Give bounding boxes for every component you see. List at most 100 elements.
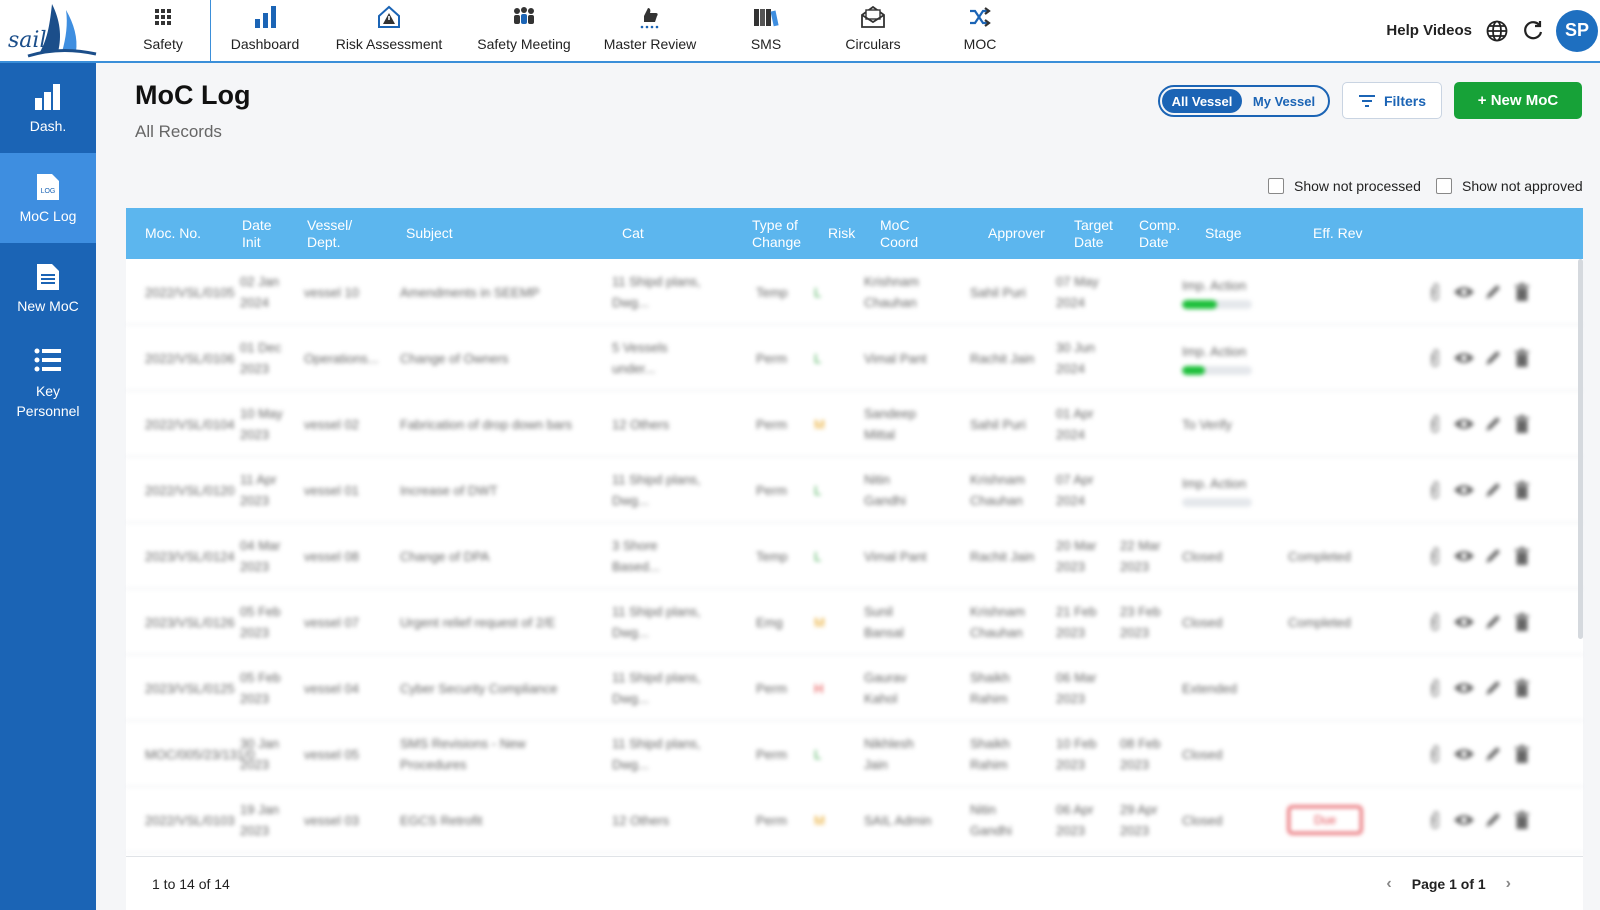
edit-icon[interactable] xyxy=(1482,611,1504,633)
sidebar-item-new-moc[interactable]: New MoC xyxy=(0,243,96,333)
eye-icon[interactable] xyxy=(1453,479,1475,501)
edit-icon[interactable] xyxy=(1482,743,1504,765)
sidebar: Dash. LOG MoC Log New MoC Key Personnel xyxy=(0,63,96,910)
sidebar-item-label: New MoC xyxy=(17,298,79,314)
col-coord[interactable]: MoC Coord xyxy=(880,216,919,250)
attach-icon[interactable] xyxy=(1424,611,1446,633)
sidebar-item-key-personnel[interactable]: Key Personnel xyxy=(0,333,96,433)
table-row[interactable]: 2023/VSL/0126 05 Feb 2023 vessel 07 Urgent … xyxy=(126,589,1583,655)
col-vessel[interactable]: Vessel/ Dept. xyxy=(307,216,353,250)
eye-icon[interactable] xyxy=(1453,347,1475,369)
trash-icon[interactable] xyxy=(1511,743,1533,765)
col-effrev[interactable]: Eff. Rev xyxy=(1313,225,1363,241)
attach-icon[interactable] xyxy=(1424,743,1446,765)
trash-icon[interactable] xyxy=(1511,281,1533,303)
nav-sms[interactable]: SMS xyxy=(745,0,787,61)
col-moc-no[interactable]: Moc. No. xyxy=(145,225,202,241)
my-vessel-option[interactable]: My Vessel xyxy=(1252,93,1316,109)
show-not-approved-toggle[interactable]: Show not approved xyxy=(1436,178,1583,194)
trash-icon[interactable] xyxy=(1511,677,1533,699)
cell-coord: Nikhlesh Jain xyxy=(864,736,914,772)
edit-icon[interactable] xyxy=(1482,413,1504,435)
table-row[interactable]: 2022/VSL/0105 02 Jan 2024 vessel 10 Amendme… xyxy=(126,259,1583,325)
cell-target: 07 Apr 2024 xyxy=(1056,472,1094,508)
eye-icon[interactable] xyxy=(1453,677,1475,699)
table-row[interactable]: 2023/VSL/0125 05 Feb 2023 vessel 04 Cyber S… xyxy=(126,655,1583,721)
eye-icon[interactable] xyxy=(1453,809,1475,831)
vessel-toggle[interactable]: All Vessel My Vessel xyxy=(1158,85,1330,117)
eye-icon[interactable] xyxy=(1453,413,1475,435)
edit-icon[interactable] xyxy=(1482,545,1504,567)
col-approver[interactable]: Approver xyxy=(988,225,1045,241)
nav-dashboard[interactable]: Dashboard xyxy=(226,0,304,61)
col-risk[interactable]: Risk xyxy=(828,225,856,241)
refresh-icon[interactable] xyxy=(1520,18,1546,44)
show-not-processed-checkbox[interactable] xyxy=(1268,178,1284,194)
table-row[interactable]: 2022/VSL/0120 11 Apr 2023 vessel 01 Increas… xyxy=(126,457,1583,523)
col-cat[interactable]: Cat xyxy=(622,225,644,241)
eye-icon[interactable] xyxy=(1453,611,1475,633)
edit-icon[interactable] xyxy=(1482,809,1504,831)
col-stage[interactable]: Stage xyxy=(1205,225,1242,241)
attach-icon[interactable] xyxy=(1424,677,1446,699)
edit-icon[interactable] xyxy=(1482,281,1504,303)
cell-coord: Vimal Pant xyxy=(864,350,927,366)
table-row[interactable]: 2022/VSL/0104 10 May 2023 vessel 02 Fabrica… xyxy=(126,391,1583,457)
trash-icon[interactable] xyxy=(1511,611,1533,633)
table-row[interactable]: 2023/VSL/0124 04 Mar 2023 vessel 08 Change … xyxy=(126,523,1583,589)
show-not-approved-checkbox[interactable] xyxy=(1436,178,1452,194)
due-badge[interactable]: Due xyxy=(1288,806,1362,834)
attach-icon[interactable] xyxy=(1424,479,1446,501)
nav-safety-meeting[interactable]: Safety Meeting xyxy=(472,0,576,61)
table-row[interactable]: 2022/VSL/0103 19 Jan 2023 vessel 03 EGCS Re… xyxy=(126,787,1583,853)
cell-type: Emg xyxy=(756,614,783,630)
trash-icon[interactable] xyxy=(1511,809,1533,831)
attach-icon[interactable] xyxy=(1424,413,1446,435)
sidebar-item-dash[interactable]: Dash. xyxy=(0,63,96,153)
attach-icon[interactable] xyxy=(1424,545,1446,567)
sidebar-item-moc-log[interactable]: LOG MoC Log xyxy=(0,153,96,243)
nav-circulars[interactable]: Circulars xyxy=(843,0,903,61)
col-subject[interactable]: Subject xyxy=(406,225,453,241)
trash-icon[interactable] xyxy=(1511,413,1533,435)
cell-target: 01 Apr 2024 xyxy=(1056,406,1094,442)
attach-icon[interactable] xyxy=(1424,281,1446,303)
all-vessel-option[interactable]: All Vessel xyxy=(1162,89,1242,113)
trash-icon[interactable] xyxy=(1511,545,1533,567)
eye-icon[interactable] xyxy=(1453,281,1475,303)
nav-safety[interactable]: Safety xyxy=(133,0,193,61)
cell-type: Perm xyxy=(756,482,788,498)
next-page-icon[interactable]: › xyxy=(1505,875,1511,892)
eye-icon[interactable] xyxy=(1453,743,1475,765)
nav-risk-assessment[interactable]: Risk Assessment xyxy=(333,0,445,61)
col-date-init[interactable]: Date Init xyxy=(242,216,272,250)
table-row[interactable]: MOC/005/23/131/0 30 Jan 2023 vessel 05 SMS … xyxy=(126,721,1583,787)
user-avatar[interactable]: SP xyxy=(1556,9,1598,52)
prev-page-icon[interactable]: ‹ xyxy=(1386,875,1392,892)
col-comp[interactable]: Comp. Date xyxy=(1139,216,1181,250)
stage-label: Imp. Action xyxy=(1182,476,1247,491)
table-row[interactable]: 2022/VSL/0106 01 Dec 2023 Operations... Cha… xyxy=(126,325,1583,391)
nav-moc[interactable]: MOC xyxy=(960,0,1000,61)
trash-icon[interactable] xyxy=(1511,479,1533,501)
help-videos-link[interactable]: Help Videos xyxy=(1386,22,1472,39)
globe-icon[interactable] xyxy=(1484,18,1510,44)
show-not-processed-toggle[interactable]: Show not processed xyxy=(1268,178,1421,194)
col-type[interactable]: Type of Change xyxy=(752,216,802,250)
col-target[interactable]: Target Date xyxy=(1074,216,1113,250)
edit-icon[interactable] xyxy=(1482,479,1504,501)
new-moc-button[interactable]: + New MoC xyxy=(1454,82,1582,119)
eye-icon[interactable] xyxy=(1453,545,1475,567)
sail-logo[interactable]: sail xyxy=(0,0,100,61)
edit-icon[interactable] xyxy=(1482,677,1504,699)
edit-icon[interactable] xyxy=(1482,347,1504,369)
filter-icon xyxy=(1358,94,1376,108)
top-right-tools: Help Videos SP xyxy=(1386,0,1600,61)
nav-master-review[interactable]: Master Review xyxy=(601,0,699,61)
attach-icon[interactable] xyxy=(1424,809,1446,831)
attach-icon[interactable] xyxy=(1424,347,1446,369)
trash-icon[interactable] xyxy=(1511,347,1533,369)
cell-stage: Imp. Action xyxy=(1182,457,1272,523)
table-scrollbar[interactable] xyxy=(1578,259,1583,639)
filters-button[interactable]: Filters xyxy=(1342,82,1442,119)
